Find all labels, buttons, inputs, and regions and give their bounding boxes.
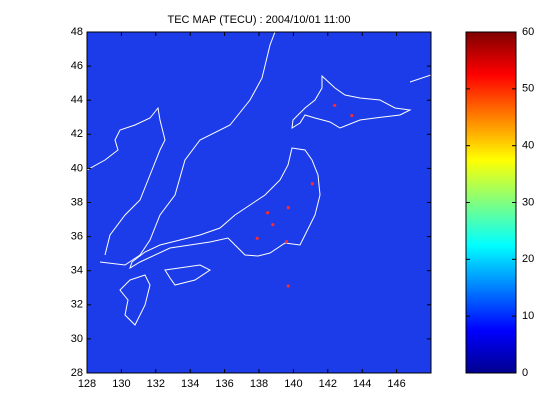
x-tick-label: 130 — [112, 378, 130, 390]
colorbar-tick-label: 10 — [522, 310, 534, 322]
x-tick-label: 136 — [215, 378, 233, 390]
colorbar-tick-label: 60 — [522, 26, 534, 38]
y-tick-label: 46 — [71, 60, 83, 72]
station-point — [350, 113, 354, 118]
y-tick-label: 38 — [71, 196, 83, 208]
station-point — [271, 223, 275, 227]
y-tick-label: 42 — [71, 128, 83, 140]
y-tick-label: 36 — [71, 231, 83, 243]
y-tick-label: 44 — [71, 94, 83, 106]
coastline-kyushu — [119, 274, 151, 326]
x-tick-label: 144 — [353, 378, 371, 390]
x-tick-label: 128 — [78, 378, 96, 390]
coastline-honshu — [129, 147, 321, 270]
x-tick-label: 132 — [147, 378, 165, 390]
station-point — [266, 211, 270, 215]
station-point — [284, 240, 289, 244]
x-tick-label: 134 — [181, 378, 199, 390]
x-tick-label: 142 — [319, 378, 337, 390]
x-tick-label: 138 — [250, 378, 268, 390]
coastline — [87, 32, 276, 266]
coastline-shikoku — [164, 264, 211, 286]
y-tick-label: 28 — [71, 367, 83, 379]
colorbar-tick-label: 40 — [522, 140, 534, 152]
station-point — [333, 103, 337, 107]
chart-title: TEC MAP (TECU) : 2004/10/01 11:00 — [167, 14, 350, 26]
colorbar-tick-label: 0 — [522, 367, 528, 379]
y-tick-label: 40 — [71, 162, 83, 174]
y-tick-label: 32 — [71, 299, 83, 311]
station-point — [286, 284, 290, 288]
colorbar-tick-label: 50 — [522, 83, 534, 95]
y-tick-label: 34 — [71, 265, 83, 277]
coastlines — [87, 32, 431, 326]
coastline-east — [409, 74, 431, 83]
x-tick-label: 146 — [387, 378, 405, 390]
colorbar — [465, 31, 517, 374]
colorbar-tick-label: 20 — [522, 253, 534, 265]
x-tick-label: 140 — [284, 378, 302, 390]
colorbar-tick-label: 30 — [522, 196, 534, 208]
coastline-hokkaido — [291, 74, 412, 129]
map-background — [87, 32, 431, 373]
y-tick-label: 48 — [71, 26, 83, 38]
station-point — [255, 236, 259, 240]
station-point — [286, 206, 290, 210]
y-tick-label: 30 — [71, 333, 83, 345]
station-point — [310, 182, 314, 186]
